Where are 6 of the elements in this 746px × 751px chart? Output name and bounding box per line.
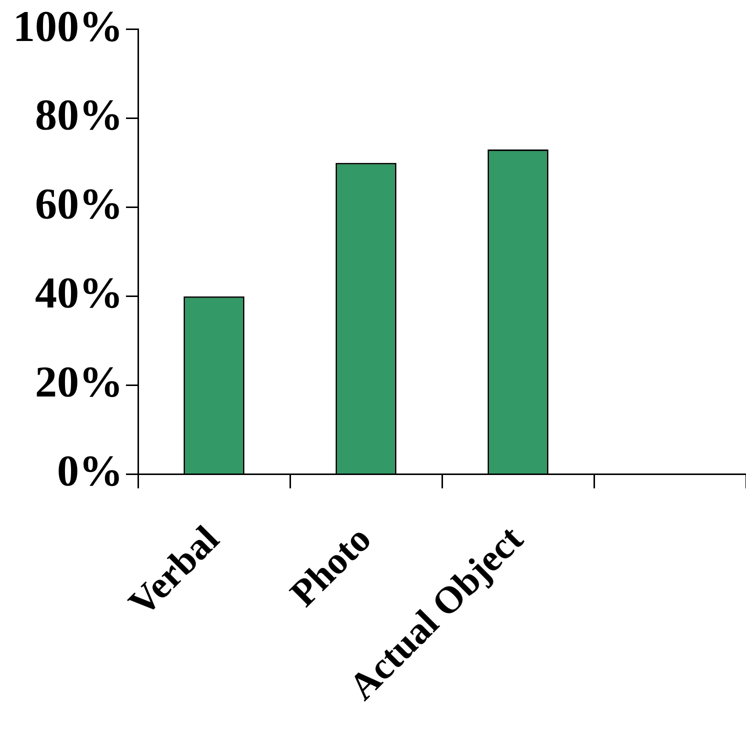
y-tick-label: 0%: [57, 446, 123, 496]
y-tick-label: 100%: [13, 2, 123, 51]
y-tick-label: 40%: [35, 268, 123, 318]
y-tick-label: 20%: [35, 358, 123, 407]
y-tick-label: 60%: [35, 180, 123, 229]
y-tick-label: 80%: [35, 90, 123, 140]
